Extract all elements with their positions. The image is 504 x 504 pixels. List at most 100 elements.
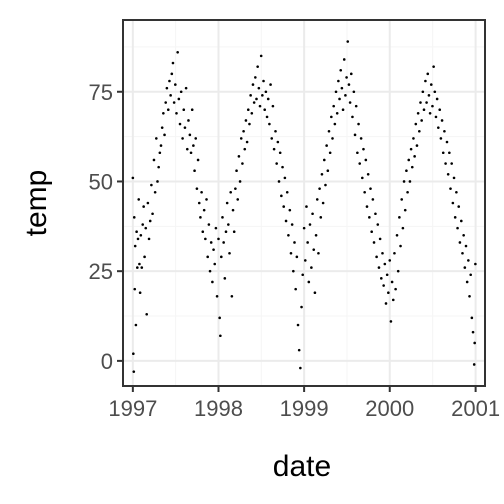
data-point [345, 76, 348, 79]
data-point [441, 151, 445, 155]
data-point [311, 212, 314, 216]
data-point [334, 90, 338, 94]
data-point [268, 122, 271, 126]
data-point [187, 119, 190, 122]
data-point [289, 251, 293, 255]
data-point [185, 147, 189, 151]
data-point [420, 119, 423, 122]
data-point [280, 194, 283, 198]
data-point [284, 219, 288, 223]
data-point [341, 108, 345, 112]
x-tick-label: 2001 [451, 396, 500, 421]
data-point [265, 115, 269, 119]
data-point [450, 162, 453, 165]
data-point [244, 119, 248, 122]
data-point [157, 165, 160, 169]
data-point [141, 223, 145, 226]
data-point [142, 205, 145, 208]
data-point [347, 83, 351, 86]
data-point [378, 237, 382, 241]
data-point [321, 201, 325, 205]
data-point [314, 233, 318, 237]
data-point [372, 241, 376, 244]
data-point [153, 190, 157, 194]
data-point [399, 244, 402, 248]
data-point [398, 216, 401, 219]
data-point [189, 151, 193, 155]
data-point [166, 108, 170, 112]
data-point [346, 40, 350, 43]
data-point [290, 223, 294, 226]
data-point [434, 115, 438, 119]
data-point [213, 262, 217, 266]
data-point [460, 219, 463, 223]
data-point [390, 280, 394, 284]
data-point [472, 363, 476, 366]
data-point [431, 104, 434, 108]
data-point [138, 291, 142, 295]
data-point [383, 262, 387, 266]
data-point [262, 79, 265, 83]
data-point [332, 104, 335, 108]
data-point [310, 266, 313, 269]
data-point [145, 312, 148, 316]
data-point [281, 165, 284, 169]
data-point [344, 94, 347, 97]
data-point [134, 323, 138, 327]
data-point [296, 323, 300, 327]
data-point [297, 348, 301, 352]
data-point [393, 251, 396, 255]
data-point [391, 298, 395, 302]
data-point [155, 137, 158, 140]
data-point [234, 187, 237, 190]
data-point [357, 122, 360, 126]
data-point [453, 216, 457, 219]
data-point [193, 169, 196, 173]
data-point [251, 83, 255, 86]
data-point [403, 208, 407, 212]
data-point [429, 83, 433, 86]
data-point [471, 330, 475, 334]
data-point [425, 101, 428, 104]
data-point [278, 151, 282, 155]
data-point [463, 266, 467, 269]
data-point [408, 180, 412, 183]
data-point [299, 366, 302, 370]
data-point [235, 169, 238, 173]
data-point [467, 259, 470, 262]
data-point [405, 169, 408, 173]
data-point [274, 129, 277, 133]
data-point [164, 101, 167, 104]
data-point [451, 201, 455, 205]
data-point [468, 294, 471, 298]
data-point [238, 180, 242, 183]
data-point [388, 259, 392, 262]
data-point [209, 241, 213, 244]
data-point [410, 165, 414, 169]
data-point [474, 262, 477, 266]
x-axis: 1997 1998 1999 2000 2001 [108, 386, 500, 421]
data-point [422, 108, 426, 112]
data-point [331, 137, 334, 140]
data-point [241, 162, 244, 165]
data-point [414, 122, 418, 126]
data-point [317, 251, 320, 255]
data-point [384, 302, 388, 305]
data-point [413, 155, 416, 158]
data-point [295, 255, 299, 259]
data-point [282, 205, 286, 208]
data-point [293, 241, 296, 244]
data-point [174, 83, 177, 86]
data-point [254, 76, 257, 79]
data-point [131, 176, 135, 180]
data-point [243, 147, 247, 151]
data-point [456, 226, 459, 230]
data-point [426, 72, 430, 76]
data-point [440, 119, 444, 122]
data-point [227, 223, 230, 226]
data-point [365, 205, 369, 208]
data-point [188, 133, 192, 137]
data-point [358, 162, 362, 165]
data-point [409, 147, 413, 151]
data-point [163, 133, 166, 137]
